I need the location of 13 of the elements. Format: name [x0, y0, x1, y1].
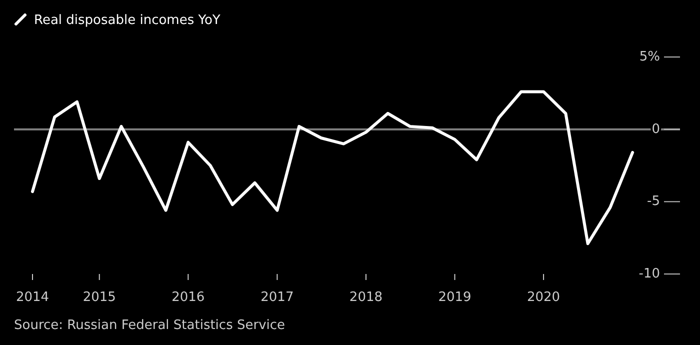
y-tick-label: -10: [638, 266, 660, 282]
y-tick-label: -5: [647, 194, 660, 210]
x-tick-label: 2015: [82, 290, 116, 305]
y-tick-label: 5%: [639, 50, 660, 64]
x-tick-label: 2017: [260, 290, 294, 305]
x-tick-label: 2014: [16, 290, 50, 305]
x-tick-label: 2019: [438, 290, 472, 305]
line-series: [30, 90, 634, 246]
x-tick-label: 2016: [172, 290, 205, 305]
x-tick-label: 2018: [349, 290, 383, 305]
legend-label: Real disposable incomes YoY: [34, 13, 220, 28]
x-tick-label: 2020: [526, 290, 560, 305]
source-note: Source: Russian Federal Statistics Service: [14, 318, 286, 333]
